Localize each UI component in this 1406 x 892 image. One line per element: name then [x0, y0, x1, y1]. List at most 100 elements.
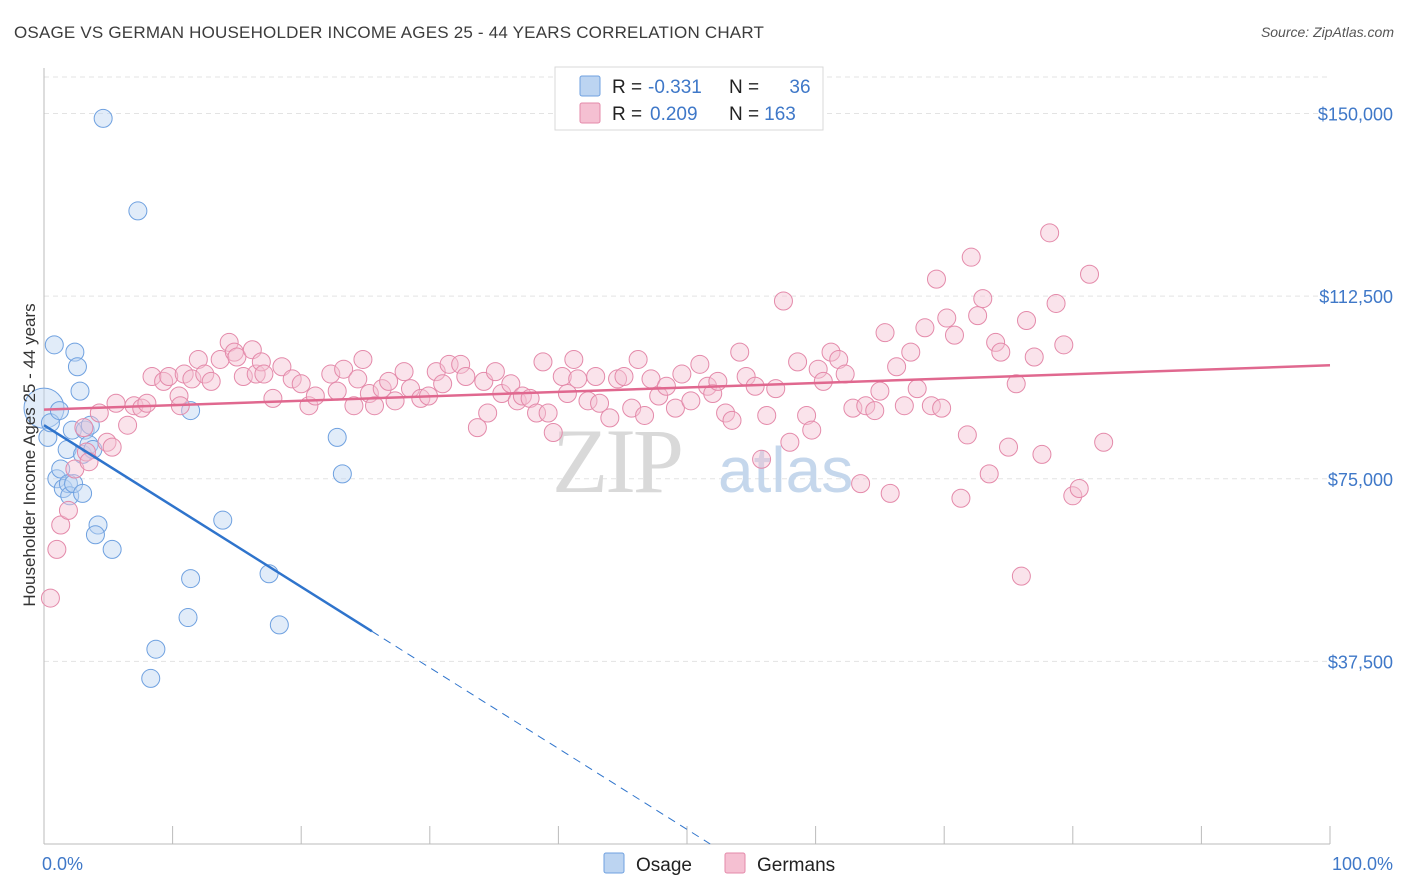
- germans-point-138: [986, 332, 1006, 352]
- osage-point-24: [102, 539, 122, 559]
- germans-point-10: [102, 437, 122, 457]
- germans-point-22: [182, 369, 202, 389]
- germans-point-125: [907, 379, 927, 399]
- germans-point-144: [1024, 347, 1044, 367]
- germans-point-117: [856, 396, 876, 416]
- germans-point-103: [757, 405, 777, 425]
- legend-n-label-germans: N =: [729, 104, 759, 125]
- germans-point-140: [999, 437, 1018, 457]
- germans-point-59: [451, 354, 471, 374]
- germans-point-110: [808, 359, 828, 379]
- germans-point-72: [538, 403, 558, 423]
- germans-point-151: [1080, 264, 1100, 284]
- germans-point-108: [797, 405, 817, 425]
- osage-point-31: [181, 569, 201, 589]
- trend-line-osage-solid: [43, 424, 373, 633]
- germans-point-24: [195, 364, 215, 384]
- osage-point-4: [49, 401, 69, 421]
- germans-point-77: [568, 369, 588, 389]
- germans-point-50: [379, 371, 399, 391]
- germans-point-124: [901, 342, 921, 362]
- germans-point-58: [439, 354, 459, 374]
- germans-point-83: [614, 366, 634, 386]
- germans-point-27: [219, 332, 239, 352]
- germans-point-98: [722, 410, 742, 430]
- germans-point-1: [47, 539, 67, 559]
- germans-point-38: [291, 374, 311, 394]
- germans-point-3: [58, 500, 78, 520]
- germans-point-7: [79, 452, 99, 472]
- osage-point-27: [146, 639, 166, 659]
- germans-point-148: [1054, 335, 1074, 355]
- germans-point-52: [394, 362, 414, 382]
- germans-point-54: [411, 388, 431, 408]
- germans-point-29: [227, 347, 247, 367]
- germans-point-106: [780, 432, 800, 452]
- osage-point-19: [73, 483, 93, 503]
- germans-point-51: [385, 391, 405, 411]
- germans-point-89: [656, 376, 676, 396]
- germans-point-114: [835, 364, 855, 384]
- germans-point-143: [1017, 310, 1037, 330]
- germans-point-75: [557, 384, 577, 404]
- germans-point-128: [926, 269, 946, 289]
- germans-point-15: [137, 393, 157, 413]
- germans-point-42: [327, 381, 347, 401]
- germans-point-43: [334, 359, 354, 379]
- germans-point-105: [773, 291, 793, 311]
- osage-point-34: [269, 615, 289, 635]
- watermark: ZIP atlas: [552, 410, 853, 512]
- germans-point-118: [865, 401, 885, 421]
- germans-point-130: [937, 308, 957, 328]
- osage-point-3: [44, 335, 64, 355]
- germans-point-46: [348, 369, 368, 389]
- germans-point-129: [932, 398, 952, 418]
- germans-point-123: [894, 396, 914, 416]
- osage-point-11: [65, 342, 85, 362]
- germans-point-70: [527, 403, 547, 423]
- germans-point-2: [51, 515, 71, 535]
- germans-point-137: [979, 464, 999, 484]
- legend-n-value-germans: 163: [764, 104, 796, 125]
- germans-point-93: [690, 354, 710, 374]
- osage-point-28: [141, 668, 161, 688]
- germans-point-85: [628, 349, 648, 369]
- germans-point-131: [944, 325, 964, 345]
- germans-point-119: [870, 381, 890, 401]
- legend-swatch-osage: [579, 75, 601, 97]
- osage-point-36: [332, 464, 352, 484]
- germans-point-88: [649, 386, 669, 406]
- germans-point-120: [875, 323, 895, 343]
- trend-line-osage-dashed: [371, 630, 711, 845]
- legend-n-label-osage: N =: [729, 77, 759, 98]
- top-legend: R = -0.331 N = 36 R = 0.209 N = 163: [554, 66, 824, 131]
- germans-point-35: [263, 388, 283, 408]
- osage-point-29: [181, 401, 201, 421]
- germans-point-63: [478, 403, 498, 423]
- watermark-atlas: atlas: [718, 434, 853, 506]
- osage-point-32: [213, 510, 233, 530]
- germans-point-133: [957, 425, 977, 445]
- germans-point-136: [973, 289, 993, 309]
- germans-point-16: [142, 366, 162, 386]
- germans-point-150: [1069, 479, 1089, 499]
- germans-point-86: [635, 405, 655, 425]
- osage-point-6: [51, 459, 71, 479]
- germans-point-139: [991, 342, 1011, 362]
- y-tick-label-2: $112,500: [1319, 287, 1393, 307]
- germans-point-5: [74, 418, 94, 438]
- germans-point-116: [851, 474, 871, 494]
- germans-point-102: [752, 449, 772, 469]
- germans-point-91: [672, 364, 692, 384]
- osage-point-25: [93, 108, 113, 128]
- germans-point-126: [915, 318, 935, 338]
- x-tick-label-1: 100.0%: [1332, 854, 1393, 874]
- germans-point-104: [766, 379, 786, 399]
- germans-point-45: [353, 349, 373, 369]
- osage-point-13: [70, 381, 90, 401]
- germans-point-18: [159, 366, 179, 386]
- germans-point-79: [586, 366, 606, 386]
- germans-point-64: [485, 362, 505, 382]
- germans-point-97: [716, 403, 736, 423]
